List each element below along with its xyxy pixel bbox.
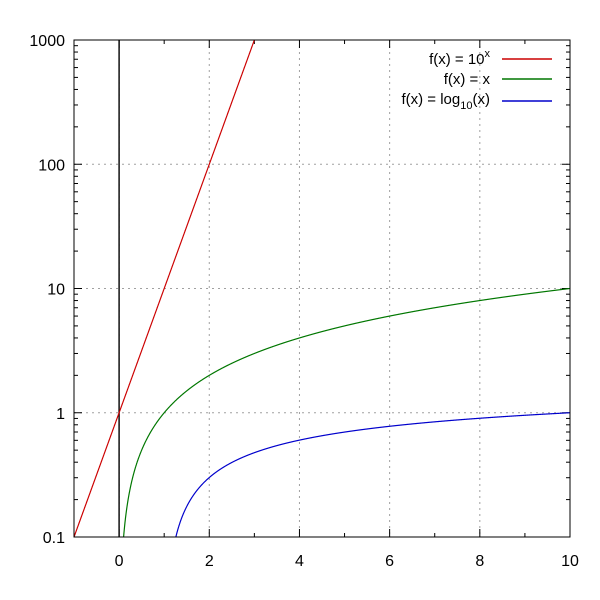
- legend-label-log10: f(x) = log10(x): [401, 91, 490, 112]
- tick-labels: 0 2 4 6 8 10 0.1 1 10 100 1000: [29, 33, 579, 570]
- y-tick-label: 100: [38, 157, 65, 174]
- x-tick-label: 8: [475, 553, 484, 570]
- x-tick-label: 6: [385, 553, 394, 570]
- legend: f(x) = 10x f(x) = x f(x) = log10(x): [401, 48, 552, 112]
- y-tick-label: 1: [56, 406, 65, 423]
- y-tick-label: 10: [47, 282, 65, 299]
- x-tick-label: 10: [561, 553, 579, 570]
- series-line-identity: [123, 287, 571, 538]
- grid-lines: [74, 39, 570, 537]
- y-tick-label: 1000: [29, 33, 65, 50]
- series-line-log10: [175, 412, 571, 537]
- x-tick-label: 0: [115, 553, 124, 570]
- legend-label-pow10: f(x) = 10x: [429, 48, 490, 68]
- series-curves: [73, 39, 571, 538]
- y-tick-label: 0.1: [43, 530, 65, 547]
- x-tick-label: 4: [295, 553, 304, 570]
- legend-label-identity: f(x) = x: [444, 71, 491, 88]
- x-tick-label: 2: [205, 553, 214, 570]
- series-line-pow10: [73, 39, 255, 538]
- plot-frame: [73, 39, 571, 538]
